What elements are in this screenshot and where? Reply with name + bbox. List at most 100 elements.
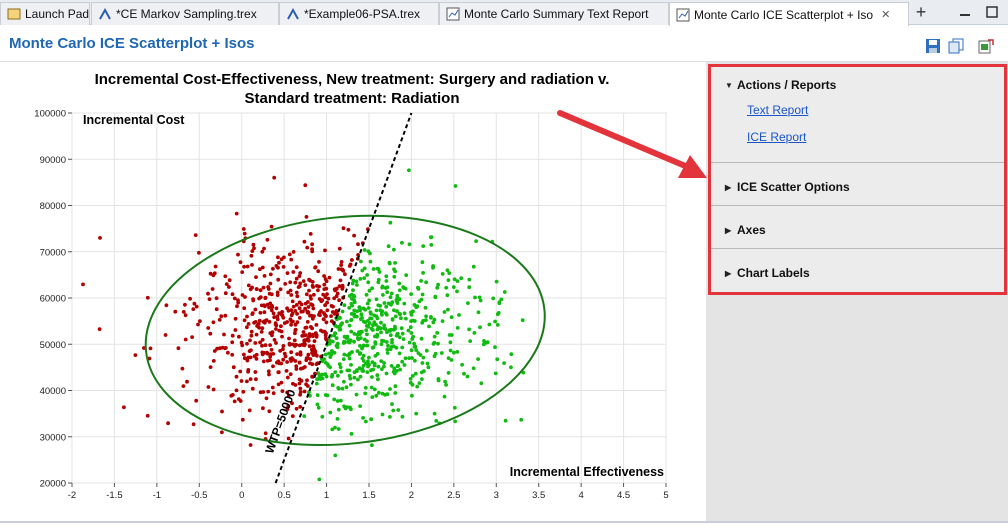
tab-summary-report[interactable]: Monte Carlo Summary Text Report [439,2,669,25]
chevron-right-icon: ▶ [725,225,732,235]
scatter-point [303,333,308,338]
scatter-point [258,288,263,293]
copy-icon[interactable] [948,38,964,54]
scatter-point [416,286,421,290]
scatter-point [289,308,294,312]
scatter-point [210,287,215,291]
x-tick-label: 2 [409,490,414,501]
scatter-point [279,324,283,329]
scatter-point [448,348,453,353]
scatter-point [345,319,349,324]
scatter-point [467,285,472,290]
scatter-point [245,358,250,363]
scatter-point [291,381,295,386]
scatter-point [410,356,414,360]
scatter-point [266,389,271,394]
export-icon[interactable] [978,38,994,54]
scatter-point [385,351,390,355]
scatter-point [412,303,417,307]
scatter-point [442,310,447,314]
scatter-point [304,325,309,330]
scatter-point [356,242,360,247]
scatter-point [339,263,343,267]
scatter-point [247,408,252,413]
scatter-point [420,292,425,297]
scatter-point [243,295,247,299]
scatter-point [395,293,400,298]
scatter-point [359,317,363,322]
scatter-point [147,356,152,361]
scatter-point [349,407,353,412]
scatter-point [97,327,102,331]
scatter-point [411,318,415,323]
scatter-point [320,359,325,364]
ice-scatter-options-header[interactable]: ▶ ICE Scatter Options [725,180,850,194]
scatter-point [365,332,369,337]
scatter-point [400,240,404,245]
scatter-point [428,235,433,240]
scatter-point [466,301,470,305]
tab-example06[interactable]: *Example06-PSA.trex [279,2,439,25]
chart-labels-header[interactable]: ▶ Chart Labels [725,266,810,280]
scatter-point [471,264,476,269]
save-icon[interactable] [925,38,941,54]
scatter-point [301,309,305,314]
scatter-point [290,401,294,406]
ice-report-link[interactable]: ICE Report [747,130,807,144]
axes-header[interactable]: ▶ Axes [725,223,766,237]
scatter-point [398,367,402,372]
scatter-point [397,281,402,286]
close-icon[interactable]: ✕ [881,9,891,21]
scatter-point [323,248,327,253]
scatter-point [242,352,246,357]
scatter-point [224,282,229,286]
scatter-point [304,215,309,219]
scatter-point [230,352,235,357]
tab-launch-pad[interactable]: Launch Pad [0,2,90,25]
scatter-point [432,334,437,339]
scatter-point [409,348,414,353]
scatter-point [233,328,238,332]
y-tick-label: 50000 [40,340,66,351]
minimize-icon[interactable] [958,4,972,20]
maximize-icon[interactable] [985,4,999,20]
scatter-point [261,406,265,411]
section-label: Actions / Reports [737,78,837,92]
new-tab-button[interactable]: + [915,2,927,22]
tab-ce-markov[interactable]: *CE Markov Sampling.trex [91,2,279,25]
scatter-point [352,314,357,319]
scatter-point [330,310,335,314]
scatter-point [304,382,308,387]
scatter-point [242,318,247,323]
scatter-point [271,364,275,369]
chevron-right-icon: ▶ [725,182,732,192]
scatter-point [341,226,346,231]
scatter-point [286,436,291,441]
scatter-point [419,336,424,341]
scatter-point [272,338,277,342]
scatter-point [273,322,278,327]
scatter-point [481,342,486,347]
scatter-point [376,325,381,330]
scatter-point [449,358,454,362]
scatter-point [261,285,266,290]
chart-title-line-1: Incremental Cost-Effectiveness, New trea… [95,71,610,88]
scatter-point [293,344,297,348]
scatter-point [413,358,417,363]
scatter-point [387,261,392,266]
scatter-point [183,313,188,318]
x-tick-label: 0 [239,490,244,501]
scatter-point [346,227,351,232]
tab-ice-scatterplot[interactable]: Monte Carlo ICE Scatterplot + Iso ✕ [669,2,909,26]
actions-reports-header[interactable]: ▼ Actions / Reports [725,78,836,92]
scatter-point [384,371,389,376]
text-report-link[interactable]: Text Report [747,103,809,117]
scatter-point [321,292,326,297]
wtp-line [274,112,413,484]
scatter-point [306,300,310,304]
scatter-point [368,316,372,321]
scatter-point [391,408,396,413]
scatter-point [251,242,256,247]
scatter-point [235,304,239,309]
scatter-point [402,311,407,316]
